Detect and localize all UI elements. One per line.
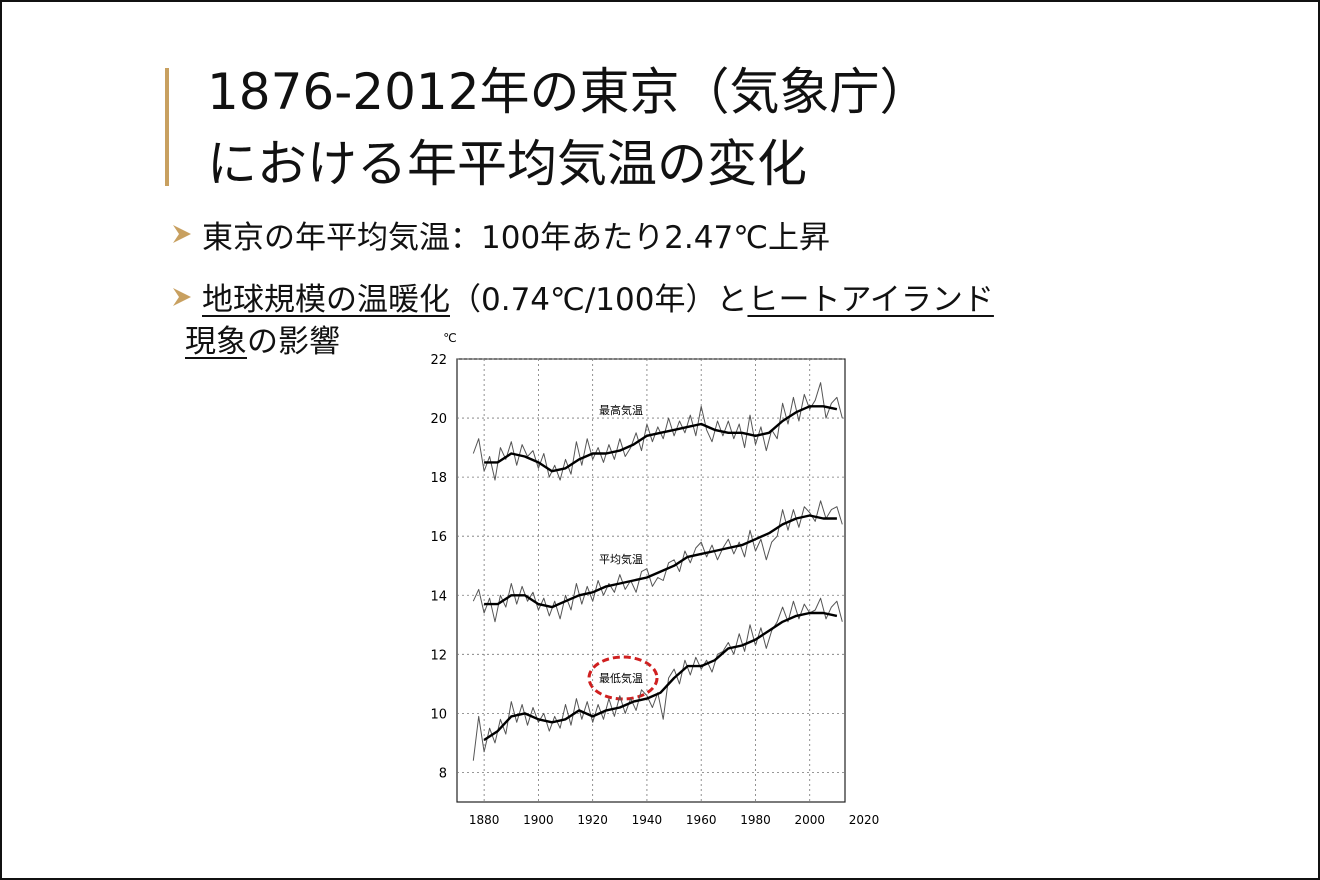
series-label: 最低気温 — [599, 671, 643, 685]
text: （0.74℃/100年）と — [450, 282, 748, 318]
y-tick-label: 20 — [430, 412, 447, 427]
y-tick-label: 22 — [430, 353, 447, 368]
x-tick-label: 2000 — [794, 813, 825, 827]
smoothed-line — [484, 514, 837, 609]
y-tick-label: 18 — [430, 471, 447, 486]
y-tick-label: 16 — [430, 530, 447, 545]
x-tick-label: 1880 — [469, 813, 500, 827]
y-tick-label: 12 — [430, 648, 447, 663]
y-tick-label: 10 — [430, 707, 447, 722]
accent-bar — [165, 68, 169, 186]
smoothed-line — [484, 405, 838, 473]
title-line: 1876-2012年の東京（気象庁） — [207, 63, 930, 121]
plot-frame — [456, 358, 846, 803]
highlight-ellipse — [587, 655, 659, 701]
x-tick-label: 1920 — [577, 813, 608, 827]
series-label: 平均気温 — [599, 552, 643, 566]
underlined-text: ヒートアイランド — [747, 282, 994, 318]
x-tick-label: 1940 — [632, 813, 663, 827]
bullet-text: 東京の年平均気温：100年あたり2.47℃上昇 — [202, 220, 831, 256]
series-label: 最高気温 — [599, 403, 643, 417]
underlined-text: 現象 — [185, 324, 247, 360]
x-tick-label: 1960 — [686, 813, 717, 827]
text: の影響 — [247, 324, 340, 360]
bullet-text: 地球規模の温暖化（0.74℃/100年）とヒートアイランド — [202, 274, 994, 319]
title-line: における年平均気温の変化 — [207, 135, 807, 193]
underlined-text: 地球規模の温暖化 — [202, 282, 450, 318]
annual-line — [472, 382, 843, 481]
x-tick-label: 2020 — [849, 813, 880, 827]
annual-line — [472, 500, 843, 623]
y-unit: ℃ — [443, 331, 456, 345]
bullet-arrow — [173, 225, 191, 243]
y-tick-label: 14 — [430, 589, 447, 604]
bullet-arrow — [173, 288, 191, 306]
smoothed-line — [483, 611, 838, 742]
x-tick-label: 1980 — [740, 813, 771, 827]
bullet-text: 現象の影響 — [185, 316, 340, 361]
x-tick-label: 1900 — [523, 813, 554, 827]
y-tick-label: 8 — [439, 766, 447, 781]
